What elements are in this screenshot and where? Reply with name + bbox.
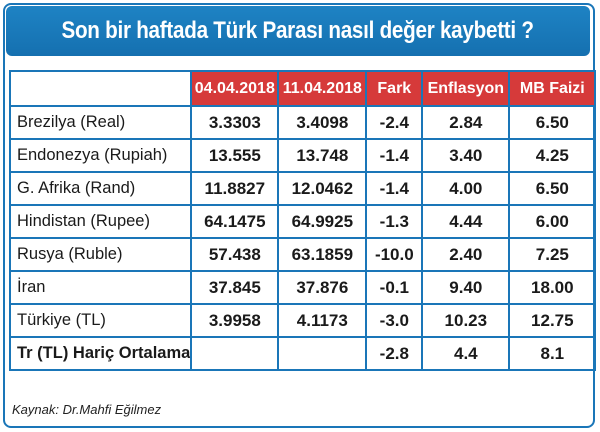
- value-cell: 4.1173: [277, 303, 368, 338]
- value-cell: -1.3: [365, 204, 424, 239]
- currency-table: 04.04.2018 11.04.2018 Fark Enflasyon MB …: [8, 70, 597, 371]
- value-cell: 4.00: [421, 171, 511, 206]
- page-title: Son bir haftada Türk Parası nasıl değer …: [61, 17, 535, 44]
- value-cell: 10.23: [421, 303, 511, 338]
- value-cell: 3.9958: [190, 303, 280, 338]
- value-cell: 4.4: [421, 336, 511, 371]
- header-cell-mb-faizi: MB Faizi: [508, 70, 597, 107]
- value-cell: 12.0462: [277, 171, 368, 206]
- value-cell: -0.1: [365, 270, 424, 305]
- table-row: Rusya (Ruble) 57.438 63.1859 -10.0 2.40 …: [8, 237, 597, 272]
- country-cell: Türkiye (TL): [8, 303, 193, 338]
- title-bar: Son bir haftada Türk Parası nasıl değer …: [6, 6, 590, 56]
- value-cell: 4.25: [508, 138, 597, 173]
- country-cell: Endonezya (Rupiah): [8, 138, 193, 173]
- value-cell: 37.845: [190, 270, 280, 305]
- country-cell: Rusya (Ruble): [8, 237, 193, 272]
- value-cell: 13.748: [277, 138, 368, 173]
- value-cell: 64.9925: [277, 204, 368, 239]
- value-cell: 18.00: [508, 270, 597, 305]
- value-cell: 2.84: [421, 105, 511, 140]
- value-cell: -1.4: [365, 171, 424, 206]
- value-cell: 6.50: [508, 171, 597, 206]
- value-cell: 3.3303: [190, 105, 280, 140]
- value-cell: 4.44: [421, 204, 511, 239]
- value-cell: 11.8827: [190, 171, 280, 206]
- value-cell: 7.25: [508, 237, 597, 272]
- country-cell: İran: [8, 270, 193, 305]
- average-row: Tr (TL) Hariç Ortalama -2.8 4.4 8.1: [8, 336, 597, 371]
- country-cell: Brezilya (Real): [8, 105, 193, 140]
- value-cell: -10.0: [365, 237, 424, 272]
- value-cell: 13.555: [190, 138, 280, 173]
- header-row: 04.04.2018 11.04.2018 Fark Enflasyon MB …: [8, 70, 597, 107]
- header-cell-fark: Fark: [365, 70, 424, 107]
- value-cell: 9.40: [421, 270, 511, 305]
- country-cell: Hindistan (Rupee): [8, 204, 193, 239]
- value-cell: [277, 336, 368, 371]
- header-cell-date-1: 04.04.2018: [190, 70, 280, 107]
- table-row: G. Afrika (Rand) 11.8827 12.0462 -1.4 4.…: [8, 171, 597, 206]
- average-label-cell: Tr (TL) Hariç Ortalama: [8, 336, 193, 371]
- header-cell-enflasyon: Enflasyon: [421, 70, 511, 107]
- value-cell: 6.00: [508, 204, 597, 239]
- value-cell: 3.40: [421, 138, 511, 173]
- value-cell: 3.4098: [277, 105, 368, 140]
- value-cell: 37.876: [277, 270, 368, 305]
- value-cell: 6.50: [508, 105, 597, 140]
- header-cell-empty: [8, 70, 193, 107]
- value-cell: -3.0: [365, 303, 424, 338]
- table-row: İran 37.845 37.876 -0.1 9.40 18.00: [8, 270, 597, 305]
- value-cell: 64.1475: [190, 204, 280, 239]
- value-cell: -2.4: [365, 105, 424, 140]
- value-cell: 2.40: [421, 237, 511, 272]
- table-row: Brezilya (Real) 3.3303 3.4098 -2.4 2.84 …: [8, 105, 597, 140]
- table-row: Hindistan (Rupee) 64.1475 64.9925 -1.3 4…: [8, 204, 597, 239]
- value-cell: 12.75: [508, 303, 597, 338]
- value-cell: 8.1: [508, 336, 597, 371]
- value-cell: 57.438: [190, 237, 280, 272]
- table-row: Türkiye (TL) 3.9958 4.1173 -3.0 10.23 12…: [8, 303, 597, 338]
- value-cell: -1.4: [365, 138, 424, 173]
- source-note: Kaynak: Dr.Mahfi Eğilmez: [12, 402, 162, 417]
- value-cell: [190, 336, 280, 371]
- value-cell: 63.1859: [277, 237, 368, 272]
- country-cell: G. Afrika (Rand): [8, 171, 193, 206]
- value-cell: -2.8: [365, 336, 424, 371]
- header-cell-date-2: 11.04.2018: [277, 70, 368, 107]
- table-row: Endonezya (Rupiah) 13.555 13.748 -1.4 3.…: [8, 138, 597, 173]
